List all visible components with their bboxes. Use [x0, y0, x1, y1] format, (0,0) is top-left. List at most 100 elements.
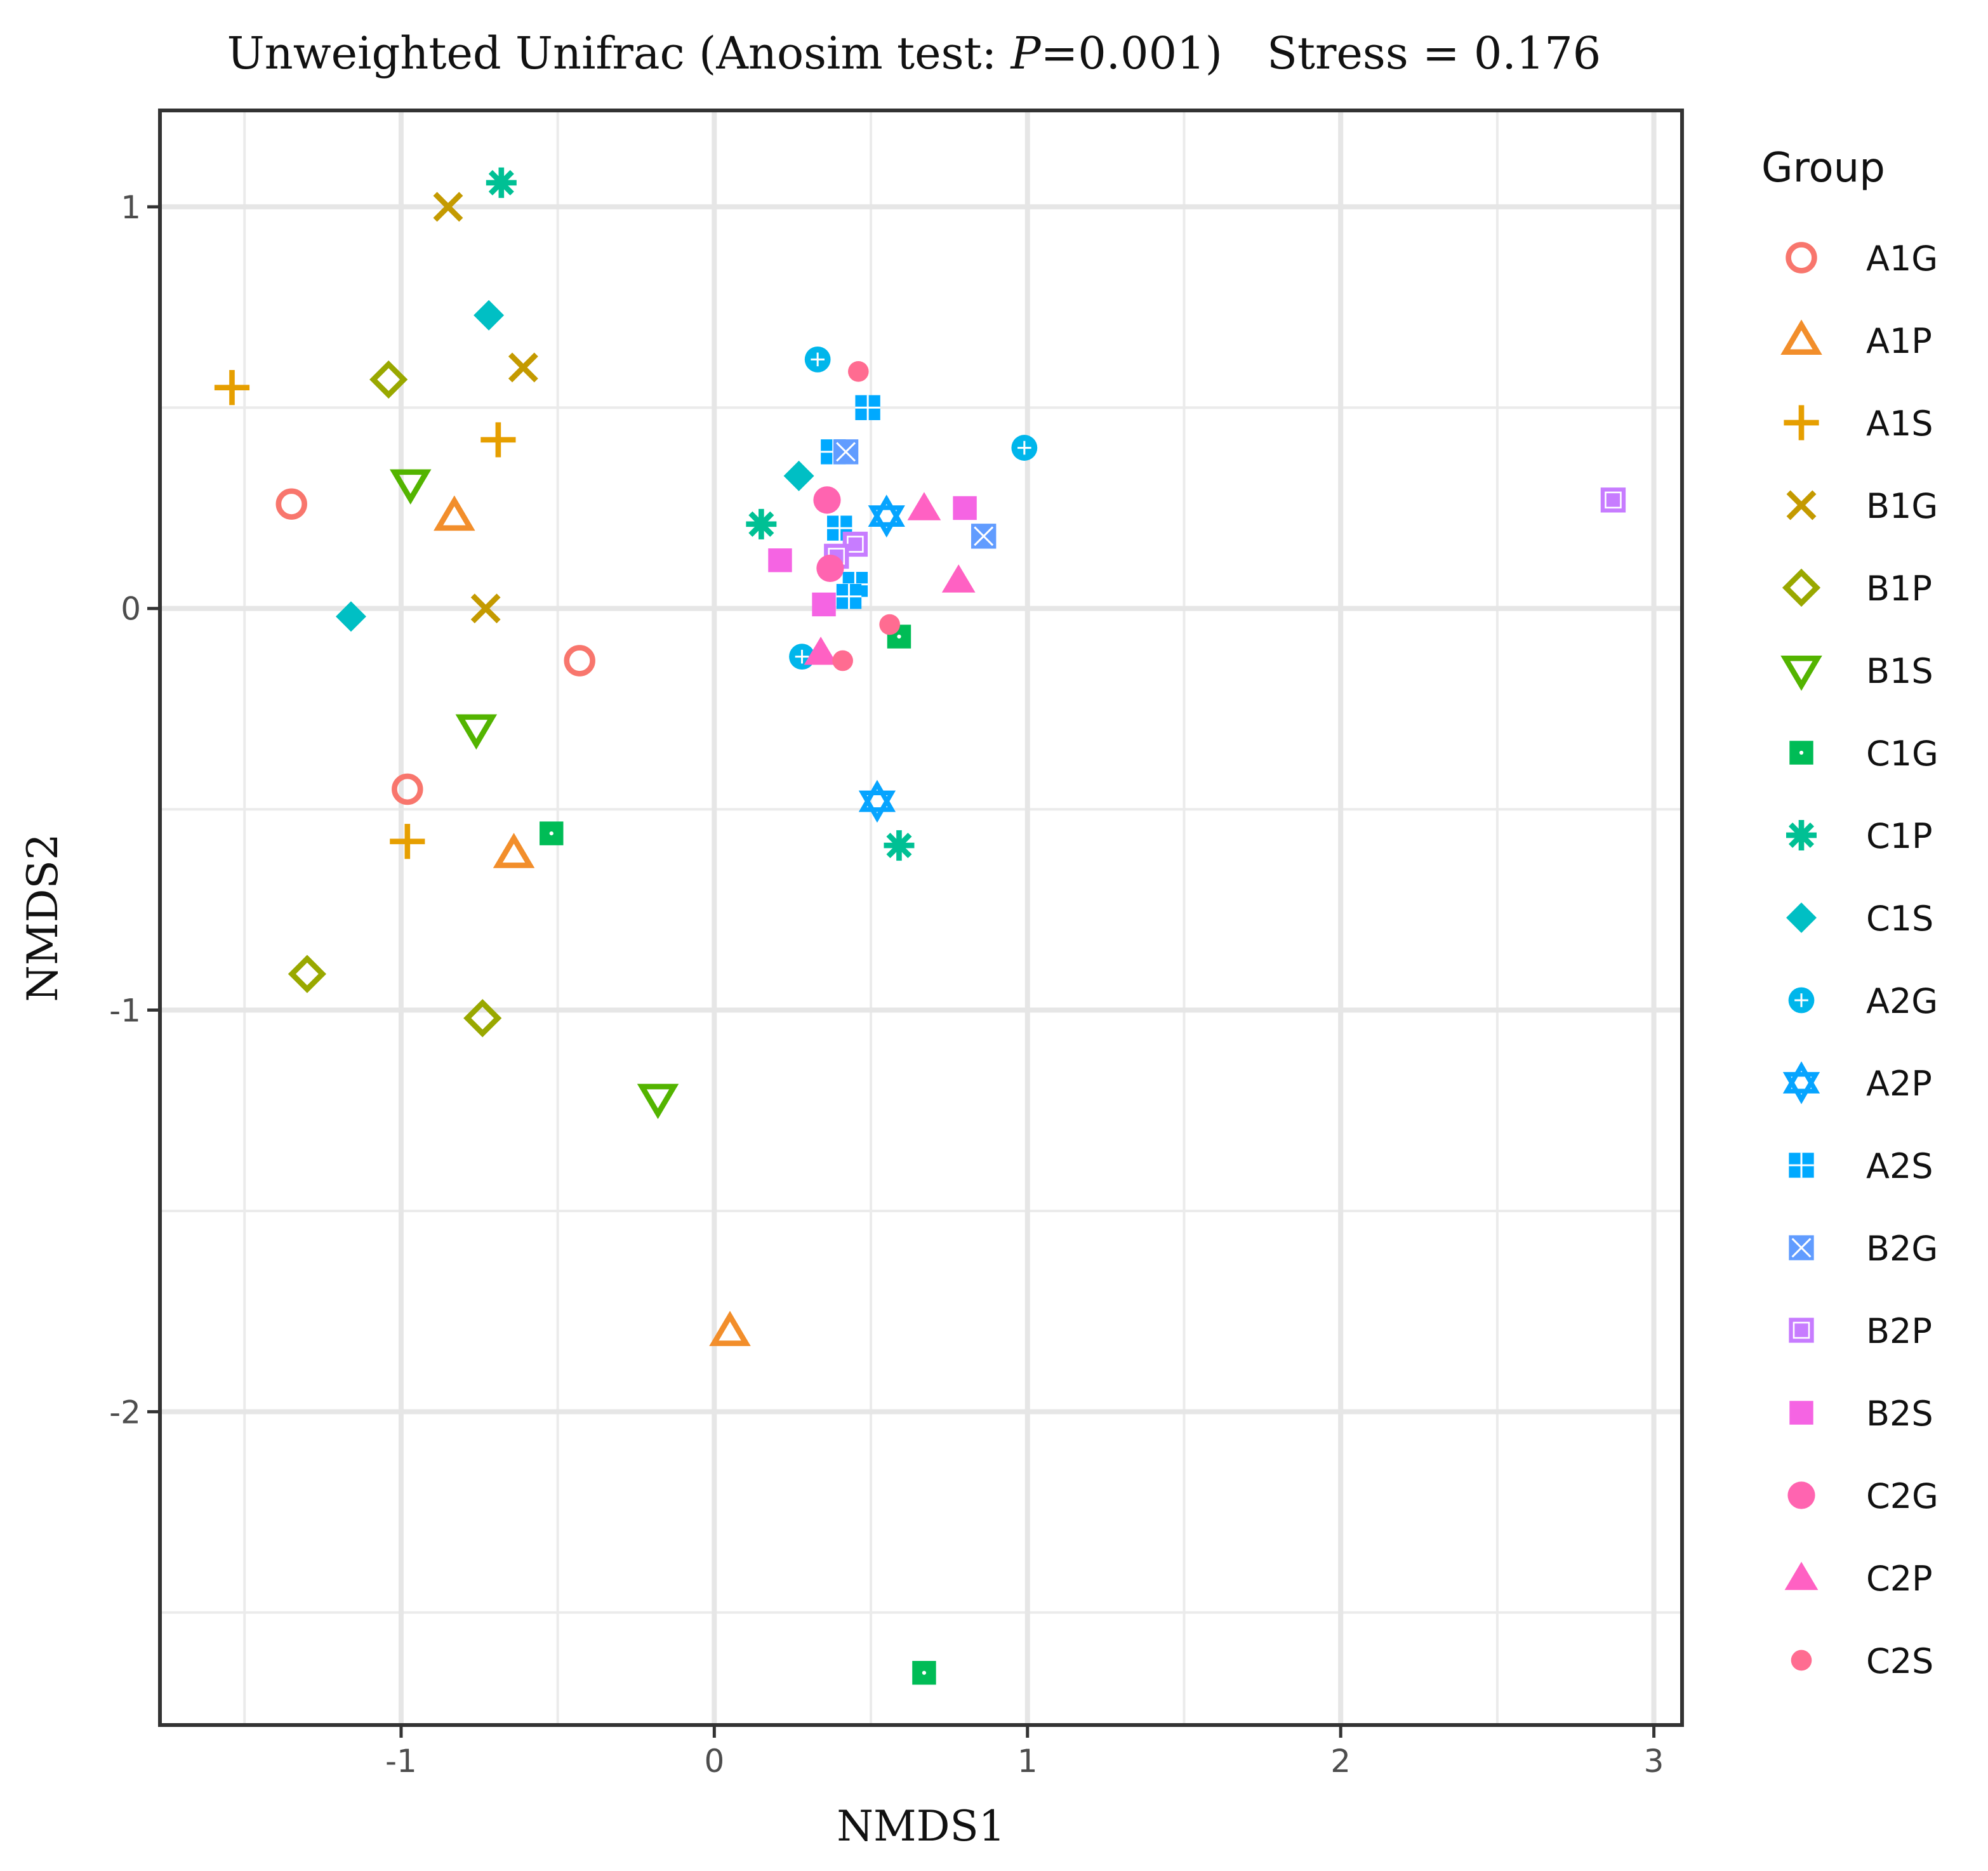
x-tick-label: 1: [1017, 1743, 1038, 1780]
x-tick-label: 2: [1330, 1743, 1351, 1780]
data-point-a2p: [858, 779, 896, 823]
data-point-a1s: [214, 370, 250, 406]
data-point-c2p: [941, 564, 976, 593]
data-point-b1p: [288, 955, 327, 993]
x-tick-label: 3: [1644, 1743, 1664, 1780]
x-tick-label: 0: [704, 1743, 724, 1780]
x-axis-title: NMDS1: [837, 1802, 1005, 1851]
data-point-a1g: [564, 645, 595, 677]
legend-key-b2s: [1789, 1401, 1813, 1425]
legend-label-c1p: C1P: [1866, 816, 1933, 856]
data-point-a1p: [493, 833, 535, 868]
data-point-b2s: [953, 496, 977, 520]
chart-title: Unweighted Unifrac (Anosim test: P=0.001…: [227, 27, 1601, 79]
legend-key-a2p: [1782, 1061, 1820, 1104]
data-point-c1s: [335, 601, 366, 632]
data-point-a1s: [390, 824, 425, 859]
legend-label-c2s: C2S: [1866, 1641, 1933, 1681]
data-point-a2g: [804, 346, 831, 373]
data-point-c1g: [912, 1661, 936, 1685]
legend-label-b2s: B2S: [1866, 1394, 1933, 1434]
legend-key-c1p: [1786, 820, 1817, 850]
plot-panel-border: [158, 109, 1684, 1727]
data-point-a2g: [1011, 435, 1038, 461]
legend-key-c1g: [1789, 741, 1813, 765]
data-point-c2s: [832, 650, 853, 671]
data-point-c2p: [804, 637, 838, 665]
data-point-b2p: [1600, 487, 1626, 513]
legend-label-c2g: C2G: [1866, 1476, 1938, 1516]
y-axis-title: NMDS2: [18, 833, 67, 1002]
legend-key-a1g: [1786, 242, 1817, 274]
data-point-c2s: [879, 614, 900, 635]
data-point-b1s: [455, 714, 498, 750]
data-point-b1g: [508, 352, 538, 383]
legend-label-b1p: B1P: [1866, 569, 1932, 609]
data-point-b1s: [637, 1083, 679, 1120]
legend-title: Group: [1761, 145, 1885, 192]
data-point-c1p: [746, 508, 777, 539]
legend-label-b1s: B1S: [1866, 651, 1933, 691]
y-tick-label: -2: [109, 1394, 141, 1431]
data-point-b2s: [768, 548, 792, 572]
legend-key-a1p: [1780, 319, 1822, 355]
data-point-a1p: [434, 495, 475, 531]
legend-label-c2p: C2P: [1866, 1559, 1933, 1599]
data-point-c1s: [474, 300, 505, 331]
data-point-c1s: [783, 460, 814, 491]
data-point-b1s: [389, 469, 432, 505]
legend-label-b2g: B2G: [1866, 1229, 1938, 1269]
legend-label-a1p: A1P: [1866, 321, 1932, 361]
data-point-a1s: [480, 422, 516, 458]
legend-label-b2p: B2P: [1866, 1311, 1932, 1351]
data-point-b1g: [470, 593, 501, 624]
legend-key-c2g: [1787, 1481, 1815, 1509]
legend: A1G A1P A1S B1G B1P B1S C1G C1P C1S A2G A2P A2S B2G B…: [1780, 239, 1938, 1681]
legend-key-c2p: [1784, 1561, 1819, 1590]
legend-key-b2g: [1789, 1235, 1814, 1260]
data-point-b1p: [463, 999, 502, 1038]
y-axis-ticks: -2 -1 0 1: [109, 189, 158, 1431]
legend-key-b1p: [1782, 568, 1821, 607]
legend-key-b1g: [1786, 490, 1817, 520]
legend-key-b2p: [1789, 1318, 1814, 1343]
legend-label-a2p: A2P: [1866, 1064, 1932, 1104]
legend-key-a2g: [1788, 987, 1815, 1014]
data-point-c1g: [540, 821, 564, 845]
data-point-c2p: [907, 492, 941, 520]
data-point-c1p: [884, 830, 915, 861]
data-point-a2s: [836, 584, 862, 609]
legend-label-a2s: A2S: [1866, 1146, 1933, 1186]
data-point-c2g: [813, 486, 841, 514]
data-point-b1p: [369, 360, 408, 399]
x-tick-label: -1: [385, 1743, 417, 1780]
legend-key-c2s: [1791, 1650, 1812, 1671]
gridlines: [160, 110, 1682, 1725]
data-point-b2s: [812, 592, 836, 617]
data-point-c1p: [486, 167, 517, 198]
chart-title-prefix: Unweighted Unifrac (Anosim test:: [227, 27, 1011, 79]
legend-key-b1s: [1780, 655, 1822, 691]
data-point-a1g: [275, 488, 307, 520]
data-point-c2s: [847, 361, 869, 382]
chart-title-stress: Stress = 0.176: [1267, 27, 1601, 79]
data-points: [214, 167, 1626, 1685]
chart-title-p-label: P: [1009, 27, 1042, 79]
data-point-a1g: [392, 773, 423, 805]
legend-label-c1g: C1G: [1866, 734, 1938, 774]
data-point-a2s: [855, 395, 880, 420]
data-point-c2g: [816, 554, 844, 583]
y-tick-label: 0: [121, 591, 141, 628]
legend-label-a2g: A2G: [1866, 981, 1938, 1021]
data-point-a2p: [868, 494, 905, 538]
y-tick-label: -1: [109, 993, 141, 1029]
legend-label-c1s: C1S: [1866, 899, 1933, 939]
data-point-b2g: [833, 439, 859, 465]
x-axis-ticks: -1 0 1 2 3: [385, 1727, 1664, 1780]
legend-label-b1g: B1G: [1866, 486, 1938, 526]
chart-title-p-value: =0.001): [1041, 27, 1223, 79]
data-point-b2g: [971, 524, 997, 549]
legend-key-c1s: [1786, 902, 1817, 933]
